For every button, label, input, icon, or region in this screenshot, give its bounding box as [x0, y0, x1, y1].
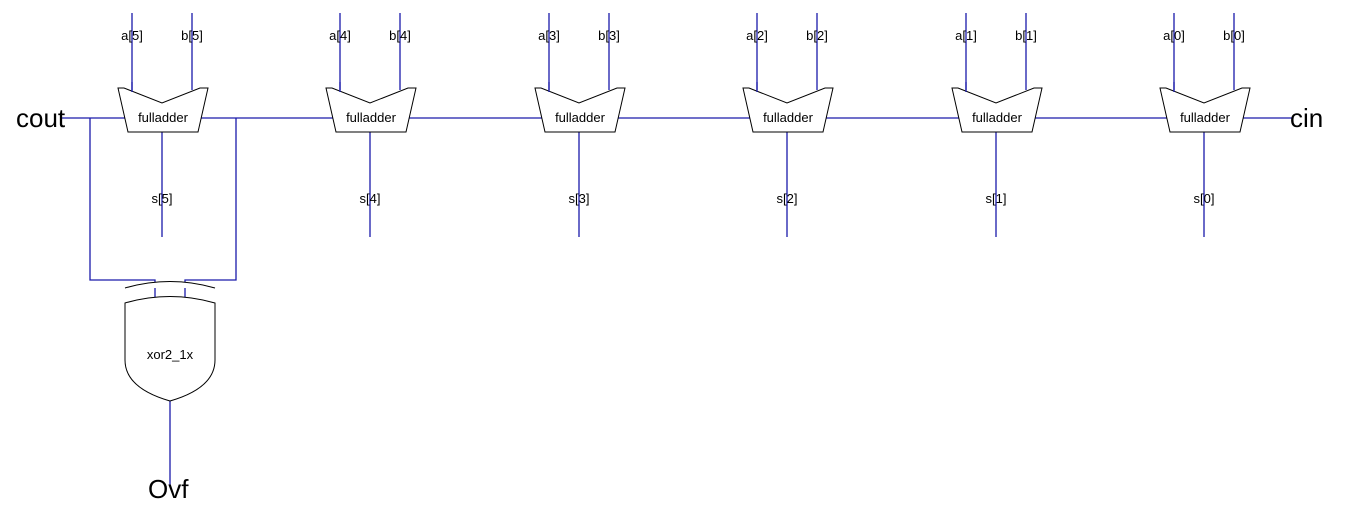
fulladder-0: fulladder a[0] b[0] s[0] [1159, 13, 1251, 237]
fulladder-body [534, 87, 626, 133]
xor-input-arc [124, 281, 216, 289]
xor-gate: xor2_1x [124, 281, 216, 402]
s-output-label: s[1] [986, 191, 1007, 206]
fulladder-2: fulladder a[2] b[2] s[2] [742, 13, 834, 237]
s-output-label: s[4] [360, 191, 381, 206]
fulladder-label: fulladder [346, 110, 397, 125]
b-input-label: b[2] [806, 28, 828, 43]
b-input-label: b[3] [598, 28, 620, 43]
fulladder-5: fulladder a[5] b[5] s[5] [117, 13, 209, 237]
fulladder-body [1159, 87, 1251, 133]
xor-body [124, 296, 216, 402]
fulladder-label: fulladder [138, 110, 189, 125]
fulladder-label: fulladder [555, 110, 606, 125]
a-input-label: a[2] [746, 28, 768, 43]
fulladder-3: fulladder a[3] b[3] s[3] [534, 13, 626, 237]
fulladder-array: fulladder a[5] b[5] s[5] fulladder a[4] b[4] s[… [117, 13, 1251, 237]
cout-port-label: cout [16, 103, 66, 133]
ovf-wire-cout [89, 118, 156, 310]
a-input-label: a[0] [1163, 28, 1185, 43]
fulladder-body [742, 87, 834, 133]
s-output-label: s[0] [1194, 191, 1215, 206]
b-input-label: b[4] [389, 28, 411, 43]
fulladder-body [951, 87, 1043, 133]
a-input-label: a[4] [329, 28, 351, 43]
fulladder-label: fulladder [763, 110, 814, 125]
fulladder-body [325, 87, 417, 133]
fulladder-4: fulladder a[4] b[4] s[4] [325, 13, 417, 237]
fulladder-label: fulladder [972, 110, 1023, 125]
cin-port-label: cin [1290, 103, 1323, 133]
b-input-label: b[5] [181, 28, 203, 43]
s-output-label: s[3] [569, 191, 590, 206]
fulladder-label: fulladder [1180, 110, 1231, 125]
s-output-label: s[2] [777, 191, 798, 206]
s-output-label: s[5] [152, 191, 173, 206]
ovf-wire-c5 [184, 118, 237, 310]
b-input-label: b[1] [1015, 28, 1037, 43]
xor-label: xor2_1x [147, 347, 194, 362]
a-input-label: a[3] [538, 28, 560, 43]
fulladder-1: fulladder a[1] b[1] s[1] [951, 13, 1043, 237]
a-input-label: a[5] [121, 28, 143, 43]
a-input-label: a[1] [955, 28, 977, 43]
fulladder-body [117, 87, 209, 133]
ovf-port-label: Ovf [148, 474, 189, 504]
b-input-label: b[0] [1223, 28, 1245, 43]
